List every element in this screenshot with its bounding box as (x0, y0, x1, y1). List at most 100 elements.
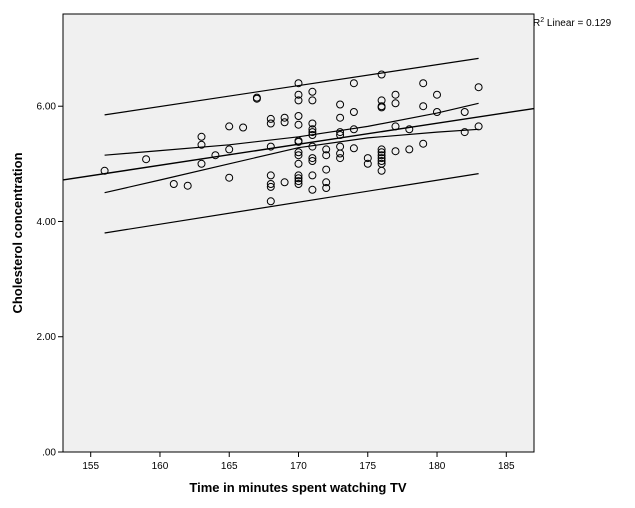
data-point (349, 144, 358, 153)
data-point (336, 100, 345, 109)
data-point (294, 177, 303, 186)
data-point (391, 147, 400, 156)
data-point (225, 145, 234, 154)
data-point (308, 131, 317, 139)
x-tick-label: 155 (82, 461, 99, 472)
data-point (294, 90, 303, 99)
data-point (460, 108, 469, 116)
data-point (322, 165, 331, 174)
data-point (280, 118, 289, 127)
x-axis-title: Time in minutes spent watching TV (189, 480, 407, 495)
data-point (377, 157, 386, 165)
x-tick-label: 165 (221, 461, 238, 472)
data-point (308, 87, 317, 96)
data-point (294, 171, 303, 180)
data-point (336, 131, 345, 139)
r2-value: Linear = 0.129 (544, 18, 611, 29)
data-point (433, 90, 441, 99)
data-point (419, 102, 428, 111)
data-point (308, 142, 317, 151)
data-point (419, 79, 428, 88)
x-tick-label: 185 (498, 461, 515, 472)
data-point (266, 119, 275, 128)
data-point (377, 145, 386, 154)
data-point (308, 96, 317, 105)
data-point (377, 154, 386, 163)
data-point (294, 174, 303, 183)
data-point (266, 171, 275, 180)
data-point (294, 137, 303, 146)
data-point (336, 113, 345, 122)
data-point (225, 122, 234, 131)
data-point (349, 108, 358, 116)
data-point (363, 159, 372, 168)
data-point (239, 123, 248, 132)
x-tick-label: 160 (152, 461, 169, 472)
data-point (280, 113, 289, 122)
data-point (294, 148, 303, 157)
data-point (197, 132, 206, 141)
data-point (322, 184, 331, 192)
data-point (322, 145, 331, 154)
data-point (294, 180, 303, 188)
data-point (336, 154, 345, 163)
data-point (294, 159, 303, 168)
data-point (474, 83, 483, 92)
individual-ci-lower-line (104, 173, 479, 234)
data-point (294, 79, 303, 88)
data-point (169, 180, 178, 188)
data-point (294, 120, 303, 129)
data-point (363, 154, 372, 163)
data-point (405, 145, 414, 154)
data-point (308, 154, 317, 163)
data-point (336, 128, 345, 137)
data-point (419, 139, 428, 148)
data-point (280, 178, 289, 187)
mean-ci-lower-line (104, 128, 479, 194)
r2-annotation: R2 Linear = 0.129 (533, 17, 612, 29)
data-point (349, 79, 358, 88)
r2-superscript: 2 (540, 17, 544, 24)
data-point (183, 181, 192, 190)
data-point (349, 125, 358, 134)
x-tick-label: 180 (429, 461, 446, 472)
y-axis: .00 2.00 4.00 6.00 (37, 102, 63, 459)
y-tick-label: 6.00 (37, 102, 57, 113)
data-point (294, 112, 303, 120)
data-point (252, 94, 261, 103)
data-point (266, 114, 275, 123)
data-point (377, 148, 386, 157)
data-point (433, 108, 441, 116)
individual-ci-upper-line (104, 57, 479, 116)
x-tick-label: 175 (359, 461, 376, 472)
data-point (460, 128, 469, 137)
data-point (377, 103, 386, 112)
y-tick-label: .00 (42, 448, 56, 459)
data-point (308, 185, 317, 194)
data-point (211, 151, 220, 160)
data-point (266, 197, 275, 206)
y-axis-title: Cholesterol concentration (10, 152, 25, 313)
data-point (391, 122, 400, 131)
x-axis: 155 160 165 170 175 180 185 (82, 452, 515, 472)
data-point (336, 149, 345, 158)
data-point (197, 140, 206, 149)
y-tick-label: 2.00 (37, 332, 57, 343)
data-point (391, 90, 400, 99)
data-point (197, 159, 206, 168)
data-point (225, 173, 234, 182)
data-point (266, 182, 275, 191)
data-point (308, 171, 317, 180)
data-point (266, 180, 275, 188)
data-point (266, 142, 275, 151)
data-point (322, 151, 331, 160)
data-point (100, 166, 109, 175)
data-point (308, 125, 317, 134)
y-tick-label: 4.00 (37, 217, 57, 228)
data-point (405, 125, 414, 134)
data-points (100, 70, 483, 206)
data-point (294, 96, 303, 105)
data-point (377, 166, 386, 175)
data-point (377, 70, 386, 79)
